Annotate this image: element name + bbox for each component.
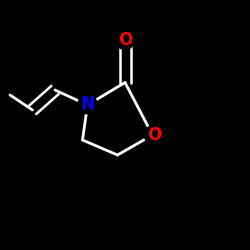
Text: O: O — [146, 126, 161, 144]
Circle shape — [116, 30, 134, 50]
Circle shape — [144, 126, 163, 144]
Text: N: N — [80, 95, 94, 113]
Circle shape — [78, 95, 97, 114]
Text: O: O — [118, 31, 132, 49]
